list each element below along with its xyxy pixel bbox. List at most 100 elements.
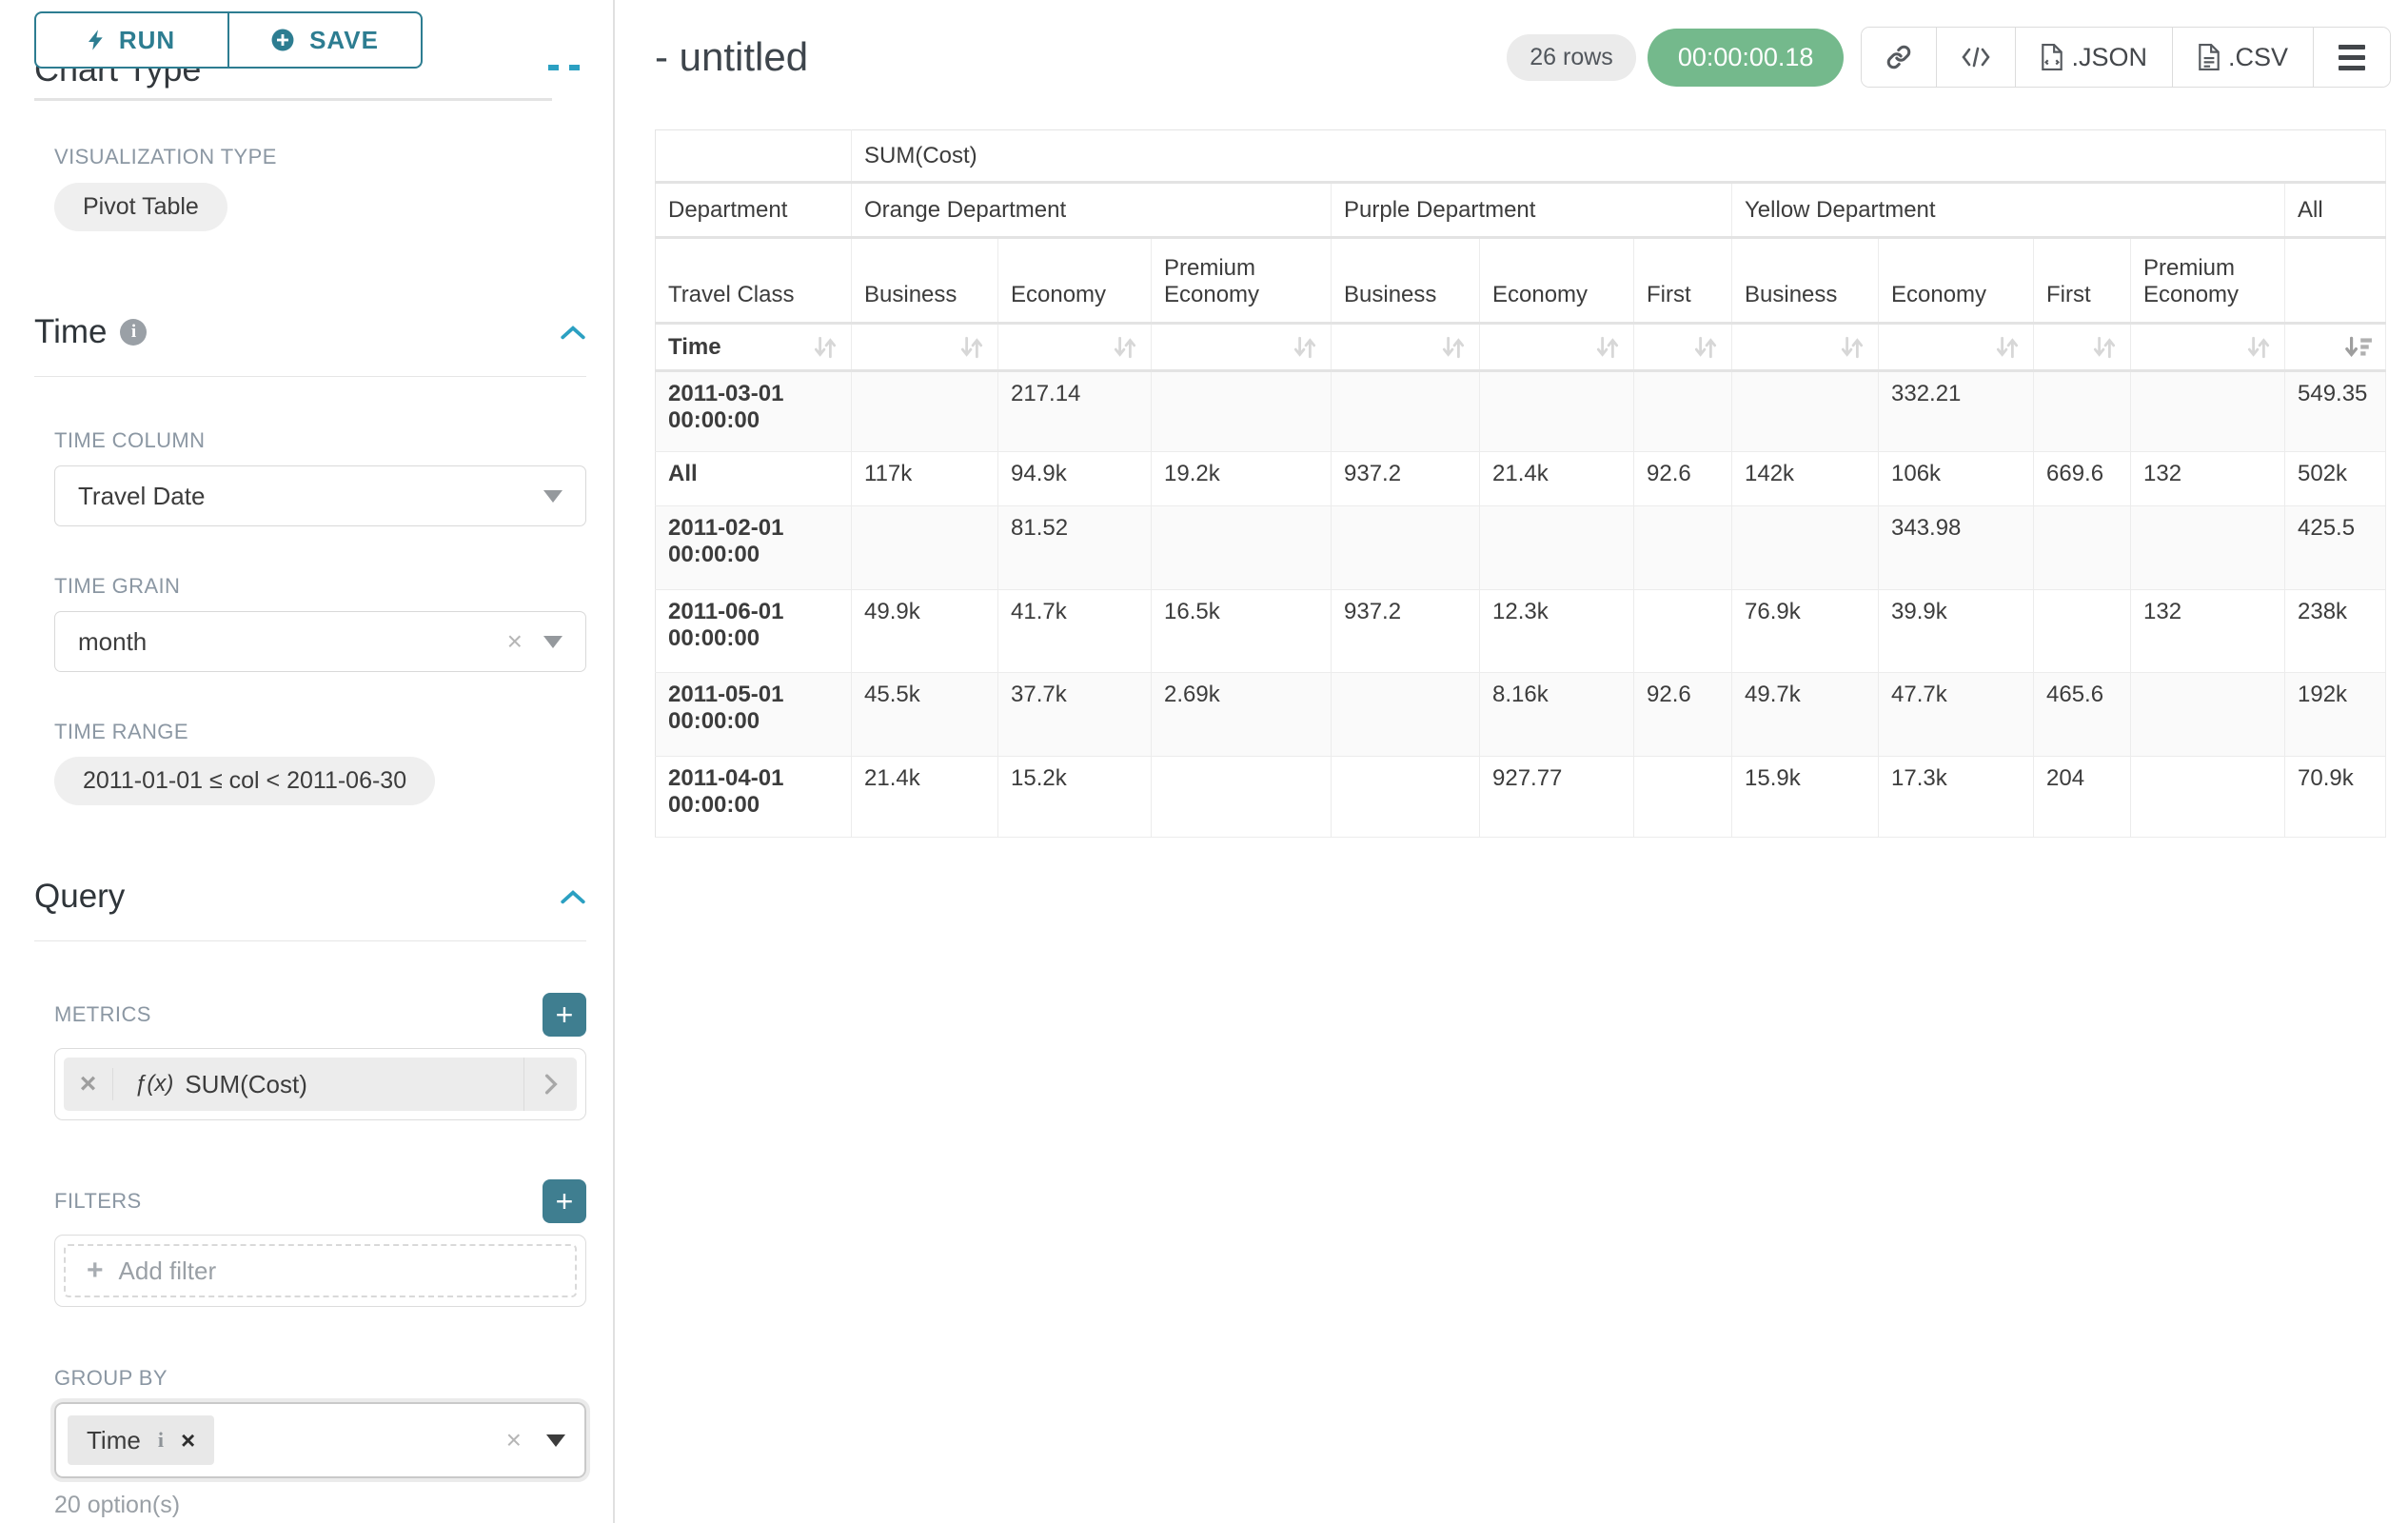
main-content: - untitled 26 rows 00:00:00.18 .JSON — [615, 0, 2408, 1523]
pivot-value-cell: 142k — [1731, 451, 1879, 506]
pivot-value-cell: 47.7k — [1878, 672, 2034, 757]
pivot-value-cell: 19.2k — [1151, 451, 1332, 506]
pivot-corner-cell — [655, 129, 852, 184]
save-button[interactable]: SAVE — [227, 11, 423, 69]
export-json-button[interactable]: .JSON — [2015, 28, 2172, 87]
pivot-table: SUM(Cost) Department Orange Department Purp… — [655, 129, 2387, 838]
view-query-button[interactable] — [1936, 28, 2016, 87]
pivot-row-header: 2011-02-01 00:00:00 — [655, 505, 852, 590]
pivot-value-cell: 17.3k — [1878, 756, 2034, 838]
sort-icon[interactable] — [1594, 335, 1621, 360]
chart-title: - untitled — [655, 34, 809, 79]
menu-button[interactable] — [2313, 28, 2390, 87]
clipped-icon — [569, 65, 580, 70]
sort-icon[interactable] — [812, 335, 839, 360]
export-csv-button[interactable]: .CSV — [2171, 28, 2313, 87]
pivot-class-header: Business — [851, 237, 998, 325]
sort-icon[interactable] — [958, 335, 985, 360]
pivot-value-cell: 81.52 — [997, 505, 1152, 590]
panel-top: Chart Type RUN SAVE — [34, 0, 586, 101]
pivot-value-cell — [1731, 370, 1879, 452]
group-by-label: GROUP BY — [54, 1366, 168, 1390]
pivot-row-axis-cell[interactable]: Time — [655, 323, 852, 372]
header-badges: 26 rows 00:00:00.18 .JSON .CSV — [1507, 27, 2391, 88]
pivot-sort-cell[interactable] — [851, 323, 998, 372]
pivot-col-axis2-label: Travel Class — [655, 237, 852, 325]
sort-icon[interactable] — [1112, 335, 1138, 360]
pivot-value-cell: 2.69k — [1151, 672, 1332, 757]
chevron-down-icon — [543, 489, 563, 503]
add-filter-dropzone[interactable]: + Add filter — [64, 1244, 577, 1297]
time-grain-select[interactable]: month × — [54, 611, 586, 672]
pivot-value-cell: 332.21 — [1878, 370, 2034, 452]
pivot-sort-cell[interactable] — [1479, 323, 1634, 372]
pivot-value-cell: 21.4k — [1479, 451, 1634, 506]
remove-metric-icon[interactable]: × — [64, 1068, 113, 1100]
json-label: .JSON — [2071, 42, 2147, 71]
pivot-value-cell: 92.6 — [1633, 451, 1732, 506]
time-section-title: Time i — [34, 313, 148, 351]
sort-icon[interactable] — [1994, 335, 2021, 360]
chevron-up-icon[interactable] — [560, 324, 586, 341]
chevron-right-icon[interactable] — [523, 1058, 577, 1111]
pivot-value-cell — [851, 370, 998, 452]
sort-icon[interactable] — [2245, 335, 2272, 360]
run-button[interactable]: RUN — [34, 11, 229, 69]
metric-item[interactable]: × ƒ(x) SUM(Cost) — [64, 1058, 577, 1111]
sort-icon[interactable] — [2091, 335, 2118, 360]
sort-icon[interactable] — [1692, 335, 1719, 360]
pivot-class-header: Economy — [1878, 237, 2034, 325]
pivot-sort-cell[interactable] — [997, 323, 1152, 372]
pivot-value-cell — [1731, 505, 1879, 590]
clear-icon[interactable]: × — [505, 1425, 522, 1454]
sort-icon[interactable] — [1292, 335, 1318, 360]
pivot-value-cell — [1331, 505, 1480, 590]
pivot-value-cell — [1633, 370, 1732, 452]
pivot-sort-cell[interactable] — [2033, 323, 2131, 372]
add-filter-button[interactable]: + — [543, 1179, 586, 1223]
pivot-table-container: SUM(Cost) Department Orange Department Purp… — [655, 129, 2391, 838]
pivot-value-cell: 217.14 — [997, 370, 1152, 452]
csv-label: .CSV — [2227, 42, 2288, 71]
pivot-sort-cell[interactable] — [1731, 323, 1879, 372]
chart-header: - untitled 26 rows 00:00:00.18 .JSON — [655, 27, 2391, 88]
pivot-value-cell: 92.6 — [1633, 672, 1732, 757]
sort-icon[interactable] — [1440, 335, 1467, 360]
remove-chip-icon[interactable]: × — [180, 1425, 196, 1454]
sort-icon[interactable] — [1839, 335, 1865, 360]
pivot-value-cell: 132 — [2130, 451, 2285, 506]
pivot-value-cell: 15.9k — [1731, 756, 1879, 838]
pivot-data-row: 2011-06-01 00:00:00 49.9k 41.7k 16.5k 937.2 1… — [655, 589, 2387, 673]
metric-name: SUM(Cost) — [185, 1069, 307, 1098]
pivot-sort-cell[interactable] — [1633, 323, 1732, 372]
pivot-sort-cell[interactable] — [1331, 323, 1480, 372]
time-column-select[interactable]: Travel Date — [54, 465, 586, 526]
clear-icon[interactable]: × — [506, 626, 523, 656]
pivot-value-cell: 238k — [2284, 589, 2387, 673]
group-by-options-hint: 20 option(s) — [54, 1492, 181, 1518]
info-icon: i — [120, 319, 148, 346]
time-grain-label: TIME GRAIN — [54, 574, 181, 598]
control-panel: Chart Type RUN SAVE VISUALIZATION TYPE P… — [0, 0, 615, 1523]
pivot-value-cell — [2033, 370, 2131, 452]
pivot-class-header: Economy — [997, 237, 1152, 325]
time-range-value[interactable]: 2011-01-01 ≤ col < 2011-06-30 — [54, 757, 436, 805]
pivot-value-cell — [1331, 370, 1480, 452]
sort-descending-icon[interactable] — [2342, 335, 2373, 360]
pivot-department-header: Yellow Department — [1731, 182, 2285, 239]
pivot-sort-cell[interactable] — [1878, 323, 2034, 372]
pivot-sort-cell-active[interactable] — [2284, 323, 2387, 372]
pivot-value-cell — [2033, 589, 2131, 673]
pivot-sort-cell[interactable] — [2130, 323, 2285, 372]
pivot-data-row: 2011-02-01 00:00:00 81.52 343.98 425.5 — [655, 505, 2387, 590]
group-by-select[interactable]: Time i × × — [50, 1398, 590, 1482]
group-by-chip-time[interactable]: Time i × — [68, 1415, 215, 1465]
chevron-up-icon[interactable] — [560, 888, 586, 905]
add-metric-button[interactable]: + — [543, 993, 586, 1037]
pivot-value-cell — [1633, 589, 1732, 673]
share-link-button[interactable] — [1862, 28, 1937, 87]
pivot-department-header: All — [2284, 182, 2387, 239]
pivot-sort-cell[interactable] — [1151, 323, 1332, 372]
visualization-type-value[interactable]: Pivot Table — [54, 183, 227, 231]
pivot-value-cell: 45.5k — [851, 672, 998, 757]
